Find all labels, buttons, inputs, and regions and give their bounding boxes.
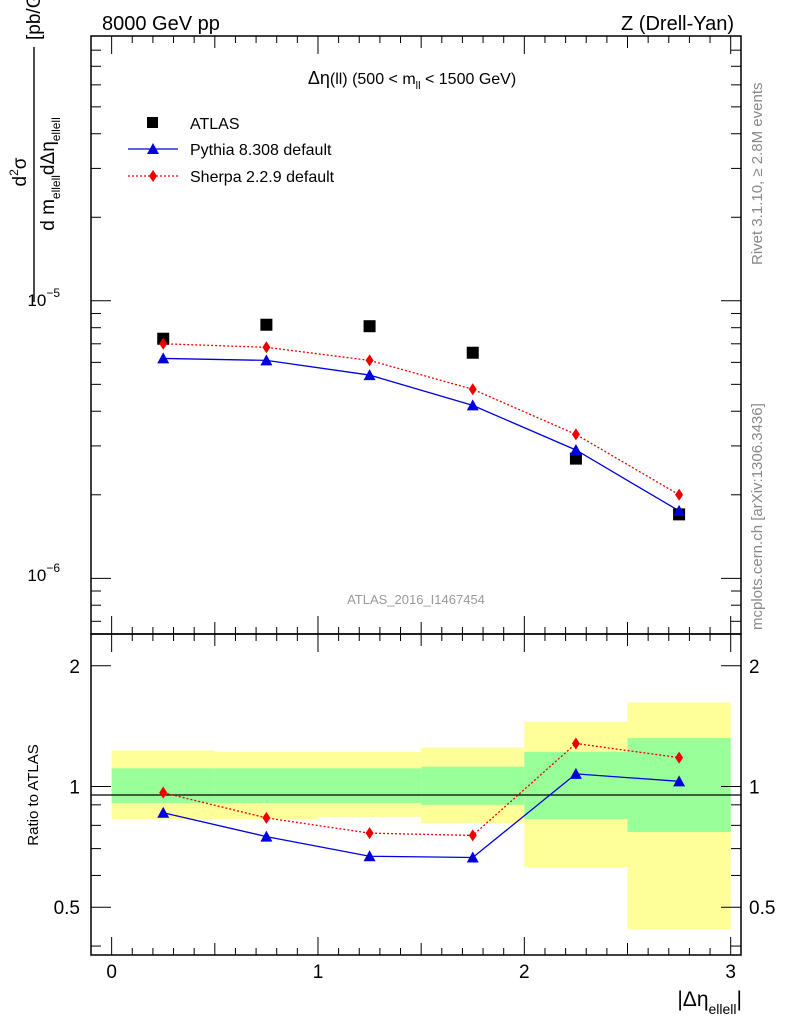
legend-marker-sherpa xyxy=(149,170,157,182)
ratio-point-pythia xyxy=(673,775,686,787)
legend-label-sherpa: Sherpa 2.2.9 default xyxy=(190,169,335,186)
side-bottom-text: mcplots.cern.ch [arXiv:1306.3436] xyxy=(749,403,766,630)
data-point-sherpa xyxy=(262,341,271,354)
ratio-ytick-label-left: 1 xyxy=(69,777,80,798)
ratio-point-pythia xyxy=(569,767,582,779)
data-point-pythia xyxy=(157,352,170,364)
main-panel-frame xyxy=(90,35,742,635)
ratio-point-sherpa xyxy=(159,786,168,799)
ratio-ytick-label-right: 2 xyxy=(749,657,760,678)
ratio-point-sherpa xyxy=(365,827,374,840)
data-point-atlas xyxy=(363,320,376,333)
ratio-point-sherpa xyxy=(571,737,580,750)
ratio-point-sherpa xyxy=(262,811,271,824)
ratio-point-pythia xyxy=(363,850,376,862)
data-point-sherpa xyxy=(571,428,580,441)
x-tick-label: 0 xyxy=(106,962,117,983)
data-point-pythia xyxy=(260,354,273,366)
ratio-point-pythia xyxy=(466,851,479,863)
svg-text:[pb/GeV]: [pb/GeV] xyxy=(24,0,45,40)
ratio-series-line-1 xyxy=(163,742,680,837)
data-point-atlas xyxy=(569,452,582,465)
x-axis-label: |Δηellell| xyxy=(677,988,742,1017)
ratio-ytick-label-right: 1 xyxy=(749,777,760,798)
svg-text:d2σ: d2σ xyxy=(7,157,31,186)
ratio-panel: 0.5 0.5 1 1 2 2 0 1 2 3 Ratio to ATLAS |Δηellell| xyxy=(25,633,775,1017)
legend-marker-pythia xyxy=(147,143,159,154)
ratio-ytick-label-right: 0.5 xyxy=(749,898,775,919)
data-point-sherpa xyxy=(365,354,374,367)
main-series-line-2 xyxy=(163,343,680,496)
x-tick-label: 2 xyxy=(519,962,530,983)
legend-marker-atlas xyxy=(147,117,158,128)
ratio-point-sherpa xyxy=(468,829,477,842)
ratio-series-line-0 xyxy=(163,773,680,859)
legend-label-pythia: Pythia 8.308 default xyxy=(190,142,332,159)
main-plot-title: Δη(ll) (500 < mll < 1500 GeV) xyxy=(308,68,516,92)
main-panel: Δη(ll) (500 < mll < 1500 GeV) 10−5 10−6 … xyxy=(7,0,742,635)
main-ytick-label-10e-5: 10−5 xyxy=(27,286,60,310)
data-point-pythia xyxy=(569,443,582,455)
ratio-band-inner xyxy=(317,768,422,803)
ratio-ytick-label-left: 2 xyxy=(69,657,80,678)
header-left-text: 8000 GeV pp xyxy=(102,13,220,35)
svg-text:d mellelldΔηellell: d mellelldΔηellell xyxy=(38,117,63,231)
ratio-band-inner xyxy=(524,751,628,819)
header-right-text: Z (Drell-Yan) xyxy=(621,13,734,35)
x-tick-label: 1 xyxy=(313,962,324,983)
data-point-sherpa xyxy=(159,337,168,350)
data-point-atlas xyxy=(466,346,479,359)
data-point-pythia xyxy=(466,399,479,411)
legend: ATLAS Pythia 8.308 default Sherpa 2.2.9 … xyxy=(128,116,335,186)
main-series-line-1 xyxy=(163,357,680,512)
ratio-point-pythia xyxy=(260,830,273,842)
ratio-band-inner xyxy=(421,766,525,805)
main-ytick-label-10e-6: 10−6 xyxy=(27,561,60,585)
data-point-pythia xyxy=(673,504,686,516)
ratio-y-axis-label: Ratio to ATLAS xyxy=(25,744,42,845)
ratio-point-sherpa xyxy=(675,751,684,764)
analysis-label: ATLAS_2016_I1467454 xyxy=(347,592,485,607)
x-tick-label: 3 xyxy=(725,962,736,983)
main-y-axis-label: d2σ d mellelldΔηellell [pb/GeV] xyxy=(7,0,63,302)
data-point-sherpa xyxy=(468,383,477,396)
data-point-sherpa xyxy=(675,488,684,501)
ratio-panel-frame xyxy=(90,633,742,956)
ratio-ytick-label-left: 0.5 xyxy=(54,898,80,919)
side-top-text: Rivet 3.1.10, ≥ 2.8M events xyxy=(749,83,766,266)
legend-label-atlas: ATLAS xyxy=(190,116,240,133)
data-point-atlas xyxy=(260,318,273,331)
data-point-pythia xyxy=(363,369,376,381)
ratio-point-pythia xyxy=(157,806,170,818)
ratio-band-inner xyxy=(214,768,318,803)
